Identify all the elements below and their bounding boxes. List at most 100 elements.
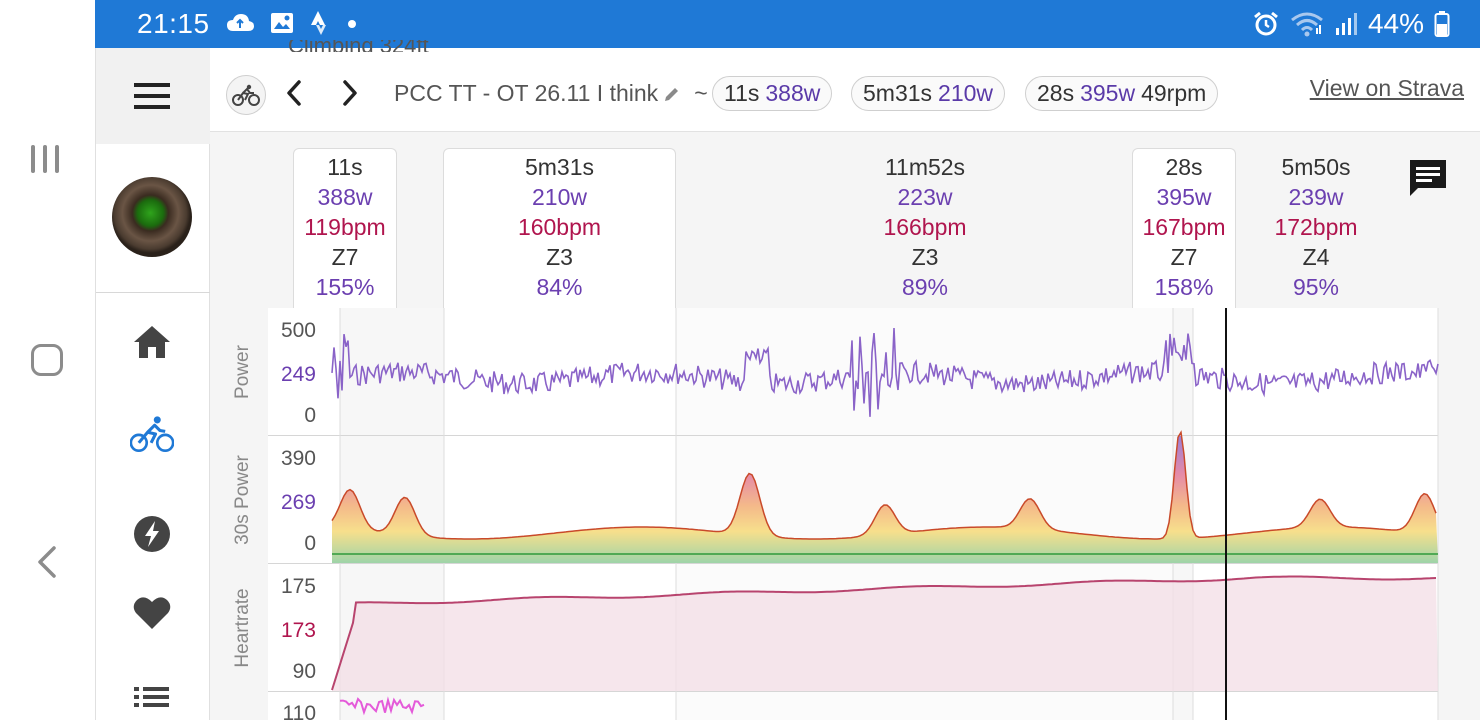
interval-chip[interactable]: 28s 395w 49rpm: [1025, 76, 1219, 111]
30s-power-line: [331, 430, 1437, 540]
interval-duration: 28s: [1165, 154, 1203, 180]
heart-icon: [133, 597, 171, 629]
sidebar-item-list[interactable]: [130, 672, 174, 716]
activity-toolbar: Climbing 324ft PCC TT - OT 26.11 I think…: [210, 40, 1480, 132]
signal-icon: [1335, 13, 1357, 35]
interval-heartrate: 166bpm: [883, 214, 967, 240]
interval-chip[interactable]: 5m31s 210w: [851, 76, 1006, 111]
bike-icon: [130, 416, 174, 453]
tick-label: 249: [281, 363, 316, 386]
next-activity-button[interactable]: [338, 78, 362, 108]
chip-time: 5m31s: [863, 80, 933, 106]
interval-zone: Z7: [1170, 244, 1198, 270]
chip-watts: 395w: [1080, 80, 1136, 106]
view-on-strava-link[interactable]: View on Strava: [1309, 75, 1464, 101]
lightning-icon: [134, 516, 170, 552]
edit-pencil-icon[interactable]: [662, 84, 682, 104]
system-nav-bar: [0, 0, 95, 720]
alarm-icon: [1254, 11, 1278, 36]
interval-percent: 84%: [536, 274, 583, 300]
interval-percent: 89%: [901, 274, 949, 300]
activity-charts[interactable]: Power 30s Power Heartrate 500 249 0 390 …: [210, 308, 1480, 720]
battery-icon: [1434, 11, 1450, 37]
interval-summary: 5m31s 210w 160bpm Z3 84%: [443, 152, 676, 302]
sidebar-item-rides[interactable]: [130, 412, 174, 456]
tick-label: 0: [304, 532, 316, 555]
interval-zone: Z3: [546, 244, 573, 270]
tick-label: 390: [281, 447, 316, 470]
home-button[interactable]: [31, 344, 63, 376]
interval-watts: 210w: [532, 184, 587, 210]
status-bar: 21:15: [95, 0, 1480, 48]
axis-label-30s-power: 30s Power: [232, 454, 253, 544]
interval-summary: 5m50s 239w 172bpm Z4 95%: [1256, 152, 1376, 302]
tick-label: 175: [281, 575, 316, 598]
recents-button[interactable]: [31, 145, 61, 175]
interval-card[interactable]: [1132, 148, 1236, 308]
tick-label: 269: [281, 491, 316, 514]
title-tilde: ~: [694, 80, 708, 106]
interval-duration: 5m31s: [524, 154, 595, 180]
chip-time: 11s: [724, 80, 760, 106]
interval-duration: 5m50s: [1281, 154, 1351, 180]
chip-cadence: 49rpm: [1141, 80, 1207, 106]
heartrate-fill: [332, 576, 1438, 691]
status-time: 21:15: [137, 8, 210, 39]
chip-time: 28s: [1037, 80, 1075, 106]
tick-label: 0: [304, 404, 316, 427]
climbing-stat-peek: Climbing 324ft: [288, 40, 429, 52]
tick-label: 173: [281, 619, 316, 642]
interval-heartrate: 119bpm: [304, 214, 386, 240]
interval-watts: 223w: [897, 184, 953, 210]
hamburger-menu-icon[interactable]: [134, 83, 170, 109]
interval-duration: 11m52s: [884, 154, 966, 180]
sidebar-item-health[interactable]: [130, 591, 174, 635]
cloud-icon: [227, 14, 254, 31]
interval-watts: 395w: [1156, 184, 1212, 210]
chip-watts: 388w: [765, 80, 821, 106]
heartrate-series: [331, 575, 1438, 691]
interval-card[interactable]: [293, 148, 397, 308]
tick-label: 90: [293, 660, 316, 683]
interval-duration: 11s: [327, 154, 363, 180]
power-line: [331, 327, 1439, 417]
app-sidebar: [95, 48, 210, 720]
interval-watts: 388w: [317, 184, 373, 210]
interval-zone: Z3: [911, 244, 939, 270]
activity-type-button[interactable]: [226, 75, 266, 115]
interval-percent: 95%: [1292, 274, 1340, 300]
sidebar-item-home[interactable]: [130, 320, 174, 364]
interval-heartrate: 167bpm: [1142, 214, 1226, 240]
interval-summary: 11m52s 223w 166bpm Z3 89%: [825, 152, 1025, 302]
axis-label-power: Power: [232, 344, 253, 399]
back-button[interactable]: [34, 544, 64, 580]
interval-card[interactable]: [443, 148, 676, 308]
interval-summary: 11s 388w 119bpm Z7 155%: [293, 152, 397, 302]
chip-watts: 210w: [938, 80, 994, 106]
interval-summary: 28s 395w 167bpm Z7 158%: [1132, 152, 1236, 302]
bike-icon: [232, 84, 260, 106]
activity-title-text: PCC TT - OT 26.11 I think: [394, 80, 659, 106]
interval-watts: 239w: [1288, 184, 1344, 210]
interval-zone: Z4: [1302, 244, 1330, 270]
sidebar-divider: [96, 292, 210, 293]
activity-title[interactable]: PCC TT - OT 26.11 I think ~: [394, 80, 708, 107]
cadence-line: [339, 696, 425, 716]
interval-percent: 158%: [1154, 274, 1214, 300]
battery-percent: 44%: [1367, 8, 1424, 39]
heartrate-line: [331, 575, 1437, 691]
comment-button[interactable]: [1406, 156, 1450, 200]
profile-avatar[interactable]: [112, 177, 192, 257]
activity-content: 11s 388w 119bpm Z7 155% 5m31s 210w 160bp…: [210, 132, 1480, 720]
menu-area: [96, 48, 210, 144]
sidebar-item-power[interactable]: [130, 512, 174, 556]
previous-activity-button[interactable]: [282, 78, 306, 108]
interval-percent: 155%: [315, 274, 375, 300]
interval-chip[interactable]: 11s 388w: [712, 76, 833, 111]
axis-label-heartrate: Heartrate: [232, 588, 253, 667]
list-icon: [134, 687, 169, 707]
interval-zone: Z7: [331, 244, 359, 270]
interval-heartrate: 160bpm: [517, 214, 602, 240]
tick-label: 110: [283, 702, 316, 720]
tick-label: 500: [281, 319, 316, 342]
